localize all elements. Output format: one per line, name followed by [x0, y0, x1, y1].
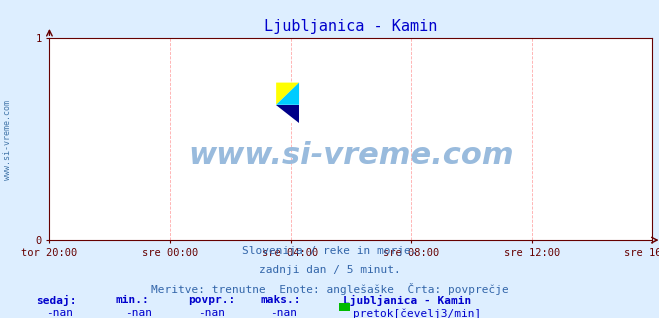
Text: Slovenija / reke in morje.: Slovenija / reke in morje. — [242, 246, 417, 256]
Text: Ljubljanica - Kamin: Ljubljanica - Kamin — [343, 295, 471, 306]
Text: Meritve: trenutne  Enote: anglešaške  Črta: povprečje: Meritve: trenutne Enote: anglešaške Črta… — [151, 283, 508, 295]
Text: www.si-vreme.com: www.si-vreme.com — [3, 100, 13, 180]
Polygon shape — [276, 83, 299, 105]
Text: -nan: -nan — [46, 308, 73, 318]
Text: min.:: min.: — [115, 295, 149, 305]
Text: povpr.:: povpr.: — [188, 295, 235, 305]
Text: maks.:: maks.: — [260, 295, 301, 305]
Text: www.si-vreme.com: www.si-vreme.com — [188, 141, 514, 170]
Title: Ljubljanica - Kamin: Ljubljanica - Kamin — [264, 19, 438, 34]
Text: -nan: -nan — [125, 308, 152, 318]
Polygon shape — [276, 83, 299, 105]
Text: pretok[čevelj3/min]: pretok[čevelj3/min] — [353, 308, 482, 318]
Text: -nan: -nan — [198, 308, 225, 318]
Text: zadnji dan / 5 minut.: zadnji dan / 5 minut. — [258, 265, 401, 274]
Text: -nan: -nan — [270, 308, 297, 318]
Bar — [276, 83, 299, 123]
Polygon shape — [276, 105, 299, 123]
Text: sedaj:: sedaj: — [36, 295, 76, 306]
